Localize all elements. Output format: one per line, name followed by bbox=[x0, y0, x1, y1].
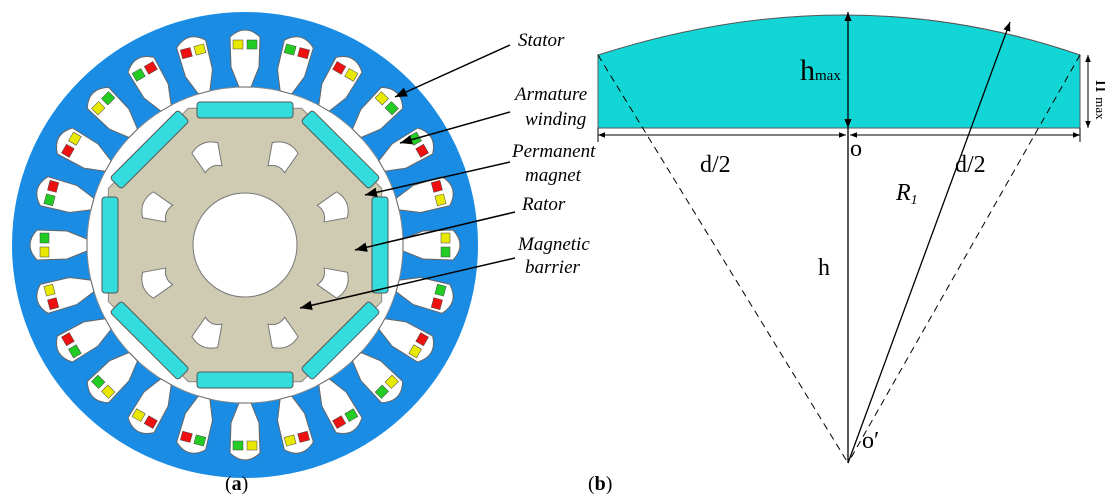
label: Stator bbox=[518, 30, 565, 51]
label: magnet bbox=[525, 165, 582, 186]
coil bbox=[233, 40, 243, 49]
caption: (b) bbox=[588, 473, 612, 495]
origin: o bbox=[850, 136, 862, 162]
figure: Stator Armature winding Permanent magnet… bbox=[0, 0, 1105, 497]
shaft-hole bbox=[193, 193, 297, 297]
radius: R1 bbox=[895, 180, 918, 208]
coil bbox=[247, 40, 257, 49]
arrow bbox=[395, 45, 510, 97]
coil bbox=[441, 233, 450, 243]
label: Rator bbox=[521, 194, 566, 215]
permanent-magnet bbox=[197, 102, 293, 118]
center: o′ bbox=[862, 428, 879, 454]
label: Magnetic bbox=[517, 234, 590, 255]
coil bbox=[40, 247, 49, 257]
coil bbox=[233, 441, 243, 450]
h-prime-max: h′max bbox=[1090, 80, 1105, 120]
half-width: d/2 bbox=[700, 152, 731, 178]
caption: (a) bbox=[225, 473, 248, 495]
motor-cross-section bbox=[12, 12, 478, 478]
label: Armature bbox=[513, 84, 587, 105]
coil bbox=[40, 233, 49, 243]
coil bbox=[441, 247, 450, 257]
half-width: d/2 bbox=[955, 152, 986, 178]
coil bbox=[247, 441, 257, 450]
permanent-magnet bbox=[102, 197, 118, 293]
segment-diagram bbox=[598, 12, 1088, 463]
label: winding bbox=[525, 109, 586, 130]
label: barrier bbox=[525, 257, 581, 278]
height: h bbox=[818, 255, 830, 281]
permanent-magnet bbox=[197, 372, 293, 388]
label: Permanent bbox=[511, 141, 596, 162]
